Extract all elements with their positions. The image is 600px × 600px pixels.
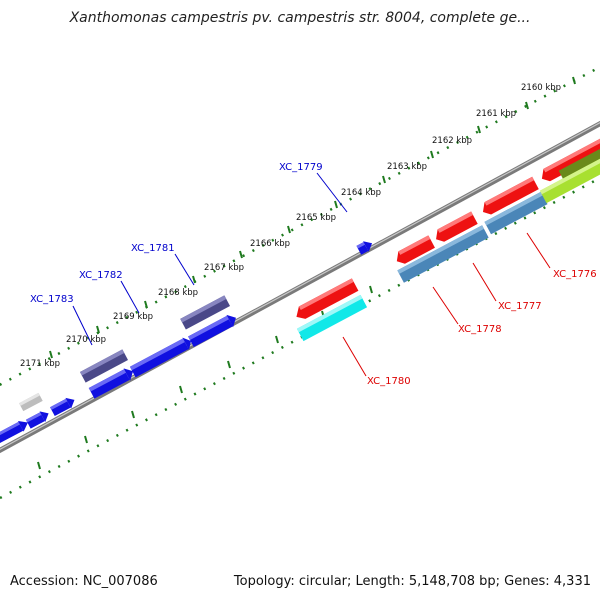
- accession-info: Accession: NC_007086: [10, 574, 158, 589]
- reverse-genes: [293, 135, 600, 342]
- major-ticks-outer: [49, 76, 576, 359]
- tick-mark: [430, 150, 434, 159]
- tick-label: 2169 kbp: [113, 312, 153, 322]
- tick-mark: [131, 410, 135, 419]
- leader-line: [174, 253, 195, 286]
- gene-arrow[interactable]: [484, 191, 548, 235]
- topology-info: Topology: circular; Length: 5,148,708 bp…: [233, 574, 591, 589]
- leader-line: [316, 172, 348, 213]
- gene-arrow-xc1779[interactable]: [356, 238, 375, 256]
- tick-mark: [179, 385, 183, 394]
- gene-arrow-xc1781[interactable]: [180, 295, 231, 330]
- tick-label: 2168 kbp: [158, 288, 198, 298]
- gene-arrow[interactable]: [0, 417, 31, 445]
- gene-label-xc1778: XC_1778: [458, 324, 502, 335]
- gene-label-xc1776: XC_1776: [553, 269, 597, 280]
- tick-mark: [144, 300, 148, 309]
- tick-mark: [477, 125, 481, 134]
- gene-arrow[interactable]: [88, 365, 136, 399]
- tick-label: 2163 kbp: [387, 162, 427, 172]
- tick-label: 2164 kbp: [341, 188, 381, 198]
- tick-mark: [287, 225, 291, 234]
- map-title: Xanthomonas campestris pv. campestris st…: [69, 10, 531, 26]
- tick-label: 2162 kbp: [432, 136, 472, 146]
- tick-mark: [369, 285, 373, 294]
- tick-mark: [334, 200, 338, 209]
- tick-mark: [84, 435, 88, 444]
- tick-label: 2160 kbp: [521, 83, 561, 93]
- tick-label: 2161 kbp: [476, 109, 516, 119]
- tick-mark: [49, 350, 53, 359]
- gene-arrow[interactable]: [19, 392, 43, 412]
- gene-label-xc1783: XC_1783: [30, 294, 74, 305]
- gene-label-xc1777: XC_1777: [498, 301, 542, 312]
- leader-line: [472, 262, 497, 302]
- genome-backbone: [0, 120, 600, 454]
- gene-arrow-xc1778[interactable]: [397, 225, 489, 283]
- leader-line: [526, 232, 551, 269]
- gene-arrow[interactable]: [25, 408, 51, 429]
- gene-label-xc1780: XC_1780: [367, 376, 411, 387]
- tick-mark: [525, 101, 529, 110]
- gene-arrow-xc1776[interactable]: [539, 156, 600, 204]
- label-leader-lines: [72, 172, 551, 377]
- tick-label: 2165 kbp: [296, 213, 336, 223]
- tick-mark: [96, 325, 100, 334]
- gene-arrow-xc1777[interactable]: [479, 176, 539, 218]
- gene-label-xc1781: XC_1781: [131, 243, 175, 254]
- leader-line: [120, 280, 140, 314]
- gene-labels: XC_1779 XC_1781 XC_1782 XC_1783 XC_1776 …: [30, 162, 597, 387]
- gene-arrow-xc1780[interactable]: [296, 294, 368, 342]
- gene-arrow[interactable]: [393, 235, 435, 266]
- forward-genes: [0, 238, 375, 445]
- gene-arrow-xc1783[interactable]: [79, 349, 129, 383]
- gene-label-xc1779: XC_1779: [279, 162, 323, 173]
- tick-mark: [227, 360, 231, 369]
- tick-mark: [192, 275, 196, 284]
- tick-labels: 2160 kbp 2161 kbp 2162 kbp 2163 kbp 2164…: [20, 83, 561, 369]
- leader-line: [342, 336, 367, 377]
- gene-arrow[interactable]: [50, 395, 78, 417]
- tick-mark: [275, 335, 279, 344]
- leader-line: [432, 286, 459, 325]
- tick-mark: [382, 175, 386, 184]
- tick-mark: [239, 250, 243, 259]
- tick-label: 2171 kbp: [20, 359, 60, 369]
- tick-mark: [37, 461, 41, 470]
- leader-line: [72, 305, 93, 346]
- gene-arrow[interactable]: [188, 312, 240, 348]
- tick-label: 2170 kbp: [66, 335, 106, 345]
- gene-arrow-xc1780-red[interactable]: [293, 278, 359, 322]
- gene-arrow[interactable]: [558, 146, 600, 180]
- gene-label-xc1782: XC_1782: [79, 270, 123, 281]
- gene-arrow[interactable]: [432, 211, 478, 244]
- tick-label: 2167 kbp: [204, 263, 244, 273]
- tick-label: 2166 kbp: [250, 239, 290, 249]
- tick-mark: [572, 76, 576, 85]
- gene-arrow-xc1782[interactable]: [129, 335, 194, 378]
- gene-arrow-xc1776-red[interactable]: [538, 135, 600, 184]
